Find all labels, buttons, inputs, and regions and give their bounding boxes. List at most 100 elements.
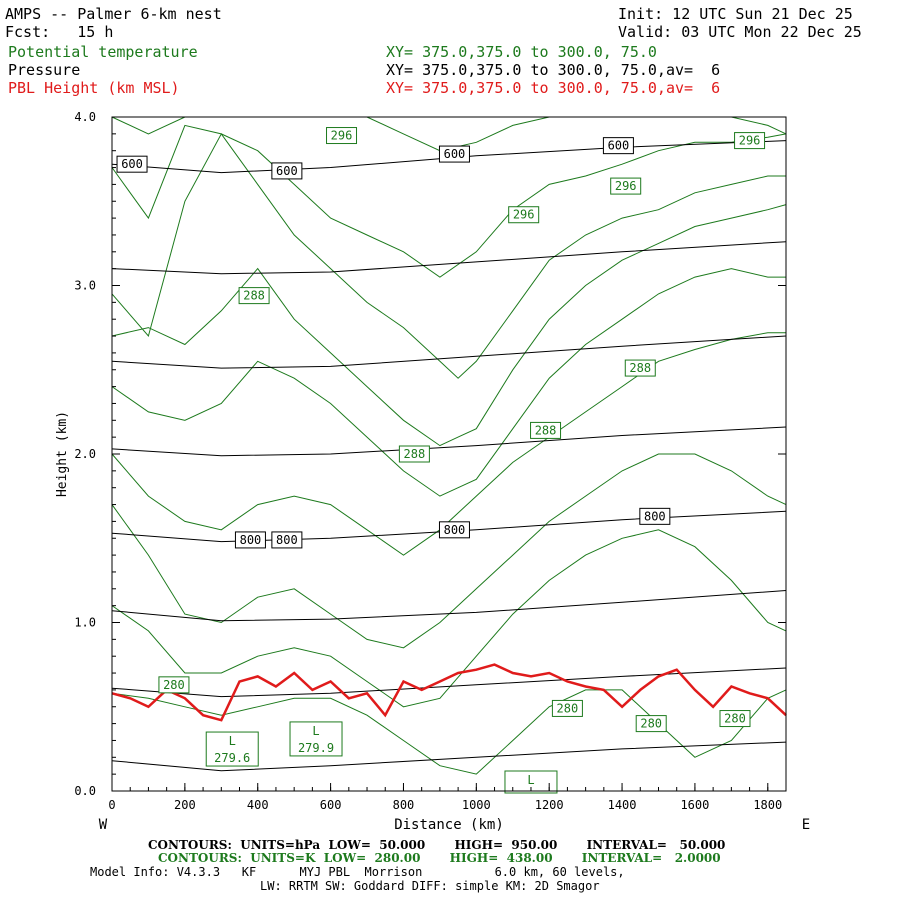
model-info: Model Info: V4.3.3 KF MYJ PBL Morrison 6… — [90, 865, 625, 879]
theta-contour-7 — [111, 529, 787, 708]
pressure-label-6-text: 800 — [444, 523, 466, 537]
xy-pressure: XY= 375.0,375.0 to 300.0, 75.0,av= 6 — [386, 61, 721, 79]
pressure-contour-0 — [111, 741, 787, 772]
contours-pressure-info: CONTOURS: UNITS=hPa LOW= 50.000 HIGH= 95… — [148, 838, 726, 852]
app-title: AMPS -- Palmer 6-km nest — [5, 5, 222, 23]
theta-low-box-2 — [504, 770, 558, 794]
pressure-label-5-box — [271, 531, 303, 549]
pressure-label-7: 800 — [639, 507, 671, 525]
legend-theta: Potential temperature — [8, 43, 198, 61]
pressure-label-2-box — [438, 145, 470, 163]
theta-label-5: 288 — [624, 359, 656, 377]
model-info-physics: LW: RRTM SW: Goddard DIFF: simple KM: 2D… — [260, 879, 600, 893]
theta-contour-2 — [111, 132, 786, 379]
theta-label-8-box — [158, 676, 190, 694]
theta-label-7-box — [398, 445, 430, 463]
theta-low-letter-1: L — [312, 724, 319, 738]
theta-label-0-text: 296 — [331, 129, 353, 143]
xy-pbl: XY= 375.0,375.0 to 300.0, 75.0,av= 6 — [386, 79, 721, 97]
xy-theta: XY= 375.0,375.0 to 300.0, 75.0 — [386, 43, 657, 61]
theta-low-0: L 279.6 — [205, 731, 259, 767]
pressure-label-1-box — [271, 162, 303, 180]
pressure-label-7-text: 800 — [644, 509, 666, 523]
contour-labels: 600 600 600 600 800 800 800 800 296 296 296 296 288 2… — [116, 127, 766, 794]
theta-label-1: 296 — [610, 177, 642, 195]
pressure-contour-6 — [111, 241, 787, 275]
theta-label-2: 296 — [508, 206, 540, 224]
pressure-label-1-text: 600 — [276, 164, 298, 178]
theta-low-box-0 — [205, 731, 259, 767]
theta-label-9-box — [551, 699, 583, 717]
pressure-label-4-text: 800 — [240, 533, 262, 547]
theta-contour-3 — [111, 204, 787, 447]
theta-label-1-text: 296 — [615, 179, 637, 193]
theta-low-letter-0: L — [229, 734, 236, 748]
pbl-height-line — [111, 663, 787, 722]
pressure-label-0-box — [116, 155, 148, 173]
theta-label-7: 288 — [398, 445, 430, 463]
y-tick-label-0: 0.0 — [74, 784, 96, 798]
pressure-contour-1 — [111, 667, 787, 698]
theta-label-6: 288 — [530, 421, 562, 439]
pressure-label-0: 600 — [116, 155, 148, 173]
theta-label-3-box — [734, 132, 766, 150]
theta-label-3: 296 — [734, 132, 766, 150]
pressure-label-3: 600 — [602, 137, 634, 155]
theta-label-8: 280 — [158, 676, 190, 694]
x-tick-label-9: 1800 — [753, 798, 782, 812]
pressure-contour-5 — [111, 335, 787, 369]
theta-label-7-text: 288 — [404, 447, 426, 461]
pressure-label-2-text: 600 — [444, 147, 466, 161]
x-tick-label-3: 600 — [320, 798, 342, 812]
legend-pressure: Pressure — [8, 61, 81, 79]
theta-low-value-0: 279.6 — [214, 751, 250, 765]
theta-label-10-box — [635, 715, 667, 733]
theta-label-5-text: 288 — [629, 361, 651, 375]
x-tick-label-4: 800 — [393, 798, 415, 812]
y-tick-label-4: 4.0 — [74, 110, 96, 124]
theta-label-2-box — [508, 206, 540, 224]
theta-label-8-text: 280 — [163, 678, 185, 692]
pressure-label-0-text: 600 — [121, 157, 143, 171]
x-tick-label-6: 1200 — [535, 798, 564, 812]
theta-contour-1 — [111, 124, 787, 278]
y-axis-label: Height (km) — [55, 411, 70, 497]
forecast-hour: Fcst: 15 h — [5, 23, 114, 41]
theta-contour-8 — [111, 689, 787, 775]
pressure-contour-7 — [111, 140, 787, 174]
theta-low-box-1 — [289, 721, 343, 757]
theta-low-1: L 279.9 — [289, 721, 343, 757]
pressure-label-1: 600 — [271, 162, 303, 180]
theta-label-9-text: 280 — [557, 701, 579, 715]
theta-contour-4 — [111, 268, 786, 497]
pressure-label-5-text: 800 — [276, 533, 298, 547]
theta-contours — [111, 116, 787, 775]
theta-label-6-box — [530, 421, 562, 439]
theta-label-4-box — [238, 287, 270, 305]
pbl-height-series — [111, 663, 787, 722]
pressure-label-5: 800 — [271, 531, 303, 549]
legend-pbl: PBL Height (km MSL) — [8, 79, 180, 97]
theta-label-0-box — [326, 127, 358, 145]
pressure-label-4-box — [234, 531, 266, 549]
theta-low-value-1: 279.9 — [298, 741, 334, 755]
pressure-label-3-text: 600 — [608, 139, 630, 153]
pressure-label-2: 600 — [438, 145, 470, 163]
theta-low-letter-2: L — [527, 773, 534, 787]
init-time: Init: 12 UTC Sun 21 Dec 25 — [618, 5, 853, 23]
pressure-label-4: 800 — [234, 531, 266, 549]
x-tick-label-8: 1600 — [680, 798, 709, 812]
theta-label-10-text: 280 — [640, 717, 662, 731]
pressure-contour-2 — [111, 590, 787, 622]
theta-label-3-text: 296 — [739, 134, 761, 148]
axes: 0 200 400 600 800 1000 1200 1400 1600 1800 0.0 1.0 2… — [55, 110, 810, 833]
theta-label-2-text: 296 — [513, 208, 535, 222]
theta-label-5-box — [624, 359, 656, 377]
theta-label-4-text: 288 — [243, 289, 265, 303]
theta-label-0: 296 — [326, 127, 358, 145]
x-axis-label: Distance (km) — [394, 817, 504, 833]
x-tick-label-7: 1400 — [608, 798, 637, 812]
x-tick-label-1: 200 — [174, 798, 196, 812]
x-tick-label-2: 400 — [247, 798, 269, 812]
